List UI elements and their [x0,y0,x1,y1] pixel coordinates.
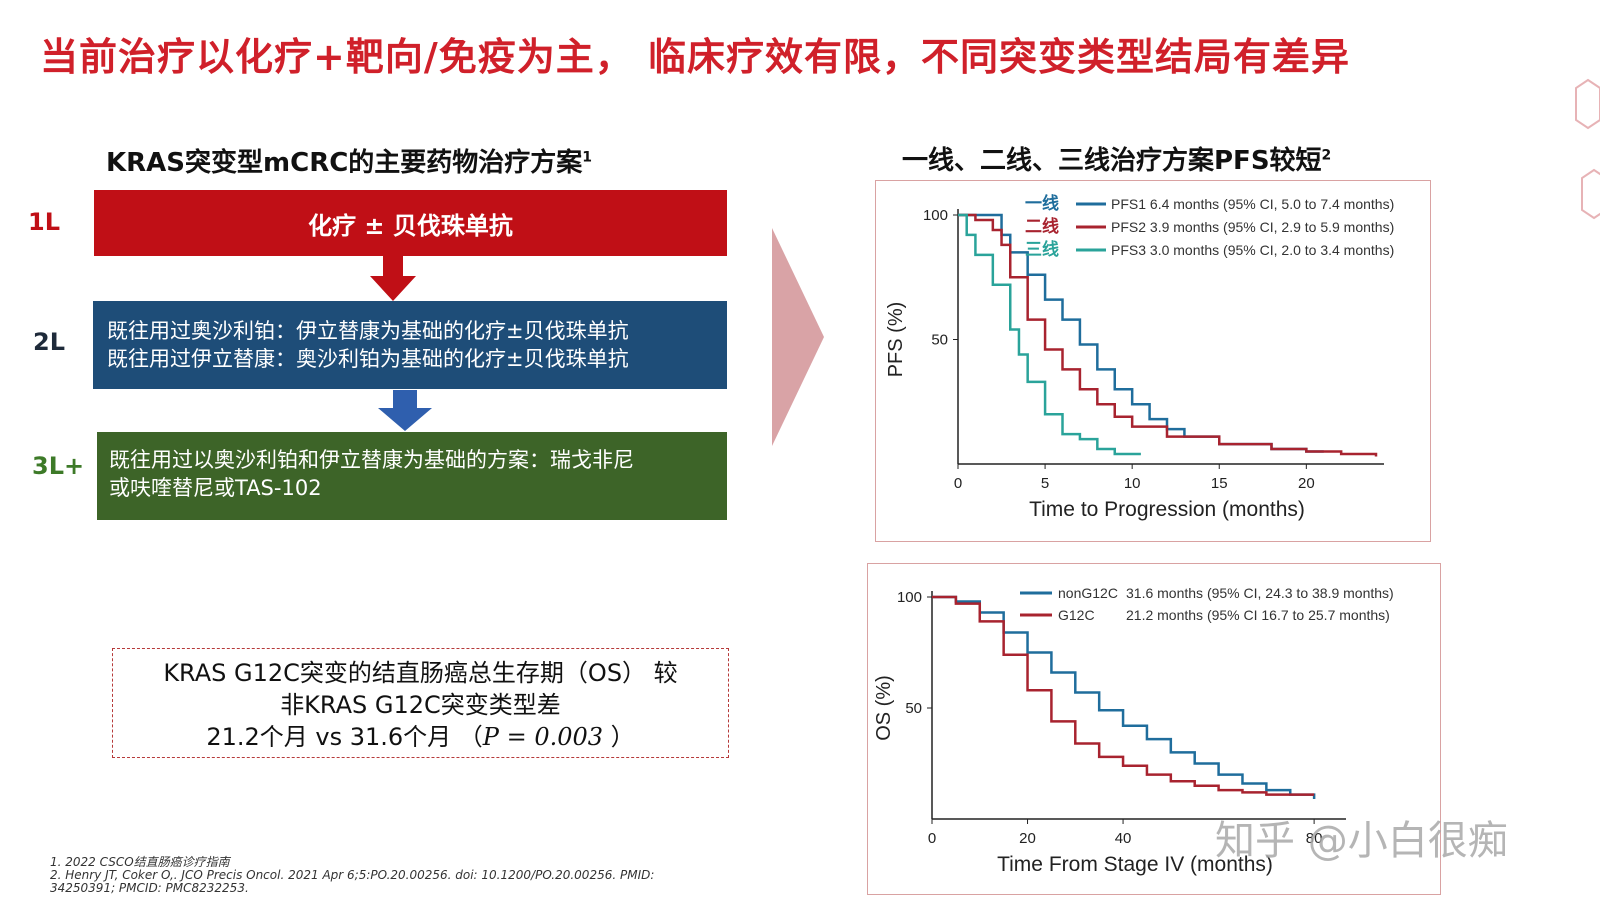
legend-name-2: G12C [1058,607,1095,623]
y-axis-label: OS (%) [873,675,895,741]
down-arrow-red-icon [370,256,416,301]
second-line-box: 既往用过奥沙利铂：伊立替康为基础的化疗±贝伐珠单抗 既往用过伊立替康：奥沙利铂为… [93,301,727,389]
first-line-box: 化疗 ± 贝伐珠单抗 [94,190,727,256]
y-tick-label: 50 [905,700,922,717]
chevron-right-icon [772,228,824,446]
x-tick-label: 5 [1041,475,1049,492]
reference-3: 34250391; PMCID: PMC8232253. [50,881,249,895]
y-tick-label: 100 [897,589,922,606]
p-value: P = 0.003 [482,723,604,751]
first-line-text: 化疗 ± 贝伐珠单抗 [308,211,513,240]
os-chart-frame: 0 20 40 80 50 100 Time From Stage IV (months) O… [867,563,1441,895]
series-line-2 [958,213,1378,457]
pfs-chart: 0 5 10 15 20 50 100 Time to Progression (months… [885,193,1394,521]
os-comparison-note: KRAS G12C突变的结直肠癌总生存期（OS） 较 非KRAS G12C突变类… [112,648,729,758]
third-line-text-2: 或呋喹替尼或TAS-102 [109,476,322,500]
legend-entry-2: PFS2 3.9 months (95% CI, 2.9 to 5.9 mont… [1111,219,1394,235]
legend-stat-1: 31.6 months (95% CI, 24.3 to 38.9 months… [1126,585,1394,601]
x-tick-label: 0 [954,475,962,492]
x-tick-label: 10 [1124,475,1141,492]
watermark: 知乎 @小白很痴 [1215,818,1508,864]
x-axis-label: Time From Stage IV (months) [997,853,1273,876]
legend-cn-label-2: 二线 [1025,216,1059,236]
y-axis-label: PFS (%) [885,302,907,378]
right-heading-ref: 2 [1321,147,1332,164]
reference-2: 2. Henry JT, Coker O,. JCO Precis Oncol.… [50,868,655,882]
x-tick-label: 80 [1306,830,1323,847]
left-heading-ref: 1 [582,149,593,166]
x-tick-label: 20 [1298,475,1315,492]
legend-stat-2: 21.2 months (95% CI 16.7 to 25.7 months) [1126,607,1390,623]
x-tick-label: 0 [928,830,936,847]
series-line-3 [958,213,1141,456]
right-heading-text: 一线、二线、三线治疗方案PFS较短 [902,146,1322,176]
line-label-2l: 2L [33,328,65,356]
x-axis-label: Time to Progression (months) [1029,498,1305,521]
references: 1. 2022 CSCO结直肠癌诊疗指南 2. Henry JT, Coker … [50,856,654,895]
second-line-text-1: 既往用过奥沙利铂：伊立替康为基础的化疗±贝伐珠单抗 [107,319,629,343]
legend-name-1: nonG12C [1058,585,1118,601]
pfs-chart-frame: 0 5 10 15 20 50 100 Time to Progression (months… [875,180,1431,542]
third-line-box: 既往用过以奥沙利铂和伊立替康为基础的方案：瑞戈非尼 或呋喹替尼或TAS-102 [97,432,727,520]
second-line-text-2: 既往用过伊立替康：奥沙利铂为基础的化疗±贝伐珠单抗 [107,347,629,371]
legend-cn-label-1: 一线 [1025,193,1059,213]
line-label-3l: 3L+ [32,452,85,480]
down-arrow-blue-icon [378,390,432,431]
legend-entry-3: PFS3 3.0 months (95% CI, 2.0 to 3.4 mont… [1111,242,1394,258]
y-tick-label: 50 [931,332,948,349]
left-section-heading: KRAS突变型mCRC的主要药物治疗方案1 [106,142,592,179]
hexagon-decoration-icon [1575,78,1600,220]
y-tick-label: 100 [923,207,948,224]
third-line-text-1: 既往用过以奥沙利铂和伊立替康为基础的方案：瑞戈非尼 [109,448,634,472]
note-line-1: KRAS G12C突变的结直肠癌总生存期（OS） 较 [163,659,678,687]
note-line-3-a: 21.2个月 vs 31.6个月 （ [206,723,483,751]
series-line-1 [932,595,1316,800]
note-line-3: 21.2个月 vs 31.6个月 （P = 0.003 ） [113,721,728,753]
reference-1: 1. 2022 CSCO结直肠癌诊疗指南 [50,855,230,869]
slide-title: 当前治疗以化疗+靶向/免疫为主， 临床疗效有限，不同突变类型结局有差异 [40,35,1350,79]
left-heading-text: KRAS突变型mCRC的主要药物治疗方案 [106,148,583,178]
x-tick-label: 15 [1211,475,1228,492]
note-line-2: 非KRAS G12C突变类型差 [280,691,561,719]
x-tick-label: 40 [1115,830,1132,847]
os-chart: 0 20 40 80 50 100 Time From Stage IV (months) O… [873,585,1394,876]
legend-cn-label-3: 三线 [1025,239,1059,259]
series-line-2 [932,595,1315,796]
legend-entry-1: PFS1 6.4 months (95% CI, 5.0 to 7.4 mont… [1111,196,1394,212]
note-line-3-b: ） [603,723,635,751]
line-label-1l: 1L [28,208,60,236]
right-section-heading: 一线、二线、三线治疗方案PFS较短2 [902,140,1331,177]
x-tick-label: 20 [1019,830,1036,847]
